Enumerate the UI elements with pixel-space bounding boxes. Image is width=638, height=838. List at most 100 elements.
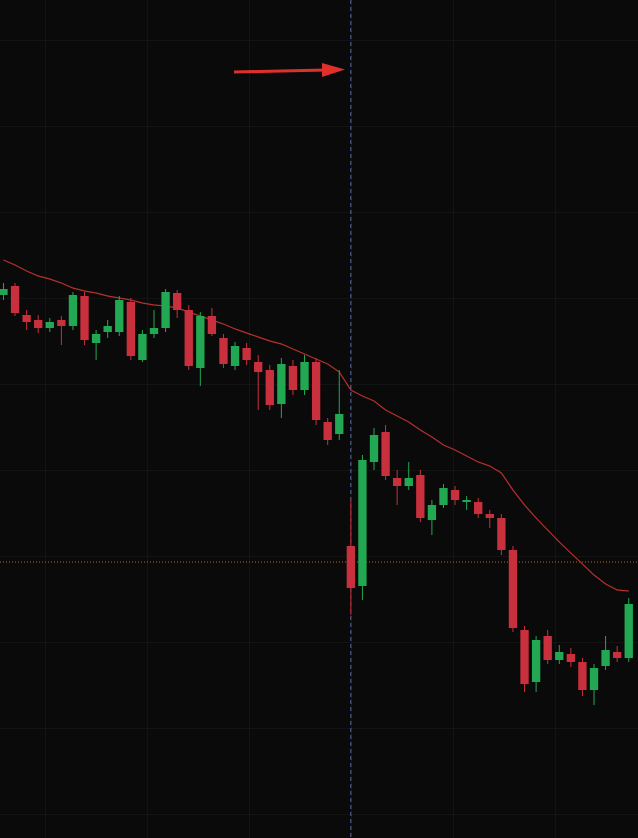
arrow-annotation (233, 63, 345, 77)
candle (392, 470, 402, 505)
candle-body (242, 348, 251, 360)
candle-body (68, 295, 78, 326)
candle (601, 636, 610, 670)
candle-body (335, 414, 344, 434)
candle (404, 462, 413, 490)
candle (22, 310, 31, 330)
candle-body (346, 546, 356, 588)
candle-body (103, 326, 112, 332)
candle-body (300, 362, 309, 390)
candle-body (207, 316, 217, 334)
candle (184, 305, 193, 370)
candle (612, 646, 622, 662)
candle-body (57, 320, 66, 326)
candle (80, 292, 89, 345)
candle-body (10, 286, 20, 313)
candle (381, 425, 390, 480)
arrow-head (322, 63, 345, 77)
candle (254, 355, 263, 410)
candle-body (172, 293, 182, 310)
candle-body (392, 478, 402, 486)
candle (462, 496, 471, 510)
candle-body (196, 316, 205, 368)
candle-body (462, 500, 471, 502)
candle-body (497, 518, 506, 550)
candle-body (404, 478, 413, 486)
candle-body (416, 475, 425, 518)
candle-body (265, 370, 274, 405)
candle (427, 500, 437, 535)
candle-body (91, 334, 101, 343)
candle-body (578, 662, 587, 690)
candle (230, 342, 240, 370)
candle (369, 428, 379, 470)
candle (45, 318, 54, 332)
candle-body (219, 338, 228, 364)
candle-body (555, 652, 564, 660)
candle (485, 510, 494, 528)
candle (103, 320, 112, 338)
candle (578, 658, 587, 696)
candle-body (138, 334, 147, 360)
candle (323, 418, 332, 445)
candle (589, 664, 599, 705)
candle (149, 310, 159, 338)
candle (138, 330, 147, 362)
candle-body (369, 435, 379, 462)
candle (335, 370, 344, 440)
candle-body (230, 346, 240, 366)
candle (57, 316, 66, 345)
candle-body (601, 650, 610, 666)
candle (566, 648, 576, 667)
candle (196, 312, 205, 386)
candle (265, 365, 274, 410)
candle (520, 626, 529, 692)
candle (10, 283, 20, 316)
candle (161, 289, 170, 332)
candle (531, 636, 541, 692)
candle-body (161, 292, 170, 328)
candle-body (589, 668, 599, 690)
candle-body (520, 630, 529, 684)
candle-body (277, 364, 286, 404)
candle (497, 514, 506, 555)
candle (68, 292, 78, 330)
candle (288, 360, 298, 395)
candle-body (0, 289, 8, 295)
candle (543, 630, 552, 664)
candle (115, 296, 124, 336)
candle (207, 308, 217, 336)
candle-body (543, 636, 552, 660)
candle (358, 455, 367, 600)
candle-body (288, 366, 298, 390)
candle-body (126, 302, 136, 356)
candle (126, 298, 136, 360)
candle (300, 355, 309, 395)
candle-body (311, 362, 321, 420)
candle (474, 498, 483, 518)
candle (34, 315, 43, 333)
candle (242, 343, 251, 365)
candle (624, 598, 633, 662)
candle-body (624, 604, 633, 658)
candle (346, 500, 356, 615)
candle-body (80, 296, 89, 340)
arrow-shaft (233, 68, 327, 74)
candle (0, 283, 8, 300)
candle (277, 358, 286, 418)
candle (555, 645, 564, 664)
candle-body (531, 640, 541, 682)
candle-body (22, 315, 31, 322)
candle-body (115, 300, 124, 332)
candle-body (149, 328, 159, 334)
candle (450, 486, 460, 505)
candle-body (439, 488, 448, 505)
candle (508, 546, 518, 632)
candle-body (612, 652, 622, 658)
candle-body (450, 490, 460, 500)
candle (416, 470, 425, 522)
candle-body (427, 505, 437, 520)
candle-body (381, 432, 390, 476)
